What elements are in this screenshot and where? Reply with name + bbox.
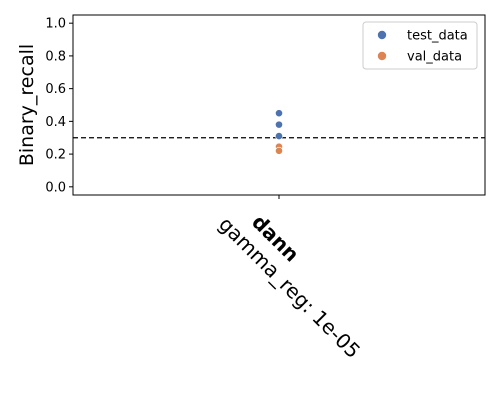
legend-label-test_data: test_data xyxy=(407,29,468,44)
data-point-test_data xyxy=(275,132,283,140)
y-tick-label: 0.0 xyxy=(45,180,66,195)
data-point-test_data xyxy=(275,109,283,118)
y-tick-label: 0.6 xyxy=(45,82,66,97)
y-axis: 0.0 0.2 0.4 0.6 0.8 1.0 xyxy=(45,17,73,195)
y-axis-label: Binary_recall xyxy=(16,44,38,166)
legend-label-val_data: val_data xyxy=(407,50,462,65)
legend-marker-test_data xyxy=(377,30,387,40)
legend-marker-val_data xyxy=(377,51,387,61)
y-tick-label: 0.8 xyxy=(45,49,66,64)
legend: test_data val_data xyxy=(362,21,478,70)
y-tick-label: 0.2 xyxy=(45,148,66,163)
y-tick-label: 0.4 xyxy=(45,115,66,130)
data-point-test_data xyxy=(275,120,283,129)
data-points xyxy=(275,109,283,155)
data-point-val_data xyxy=(275,146,283,155)
legend-box xyxy=(362,21,478,70)
y-tick-label: 1.0 xyxy=(45,17,66,32)
